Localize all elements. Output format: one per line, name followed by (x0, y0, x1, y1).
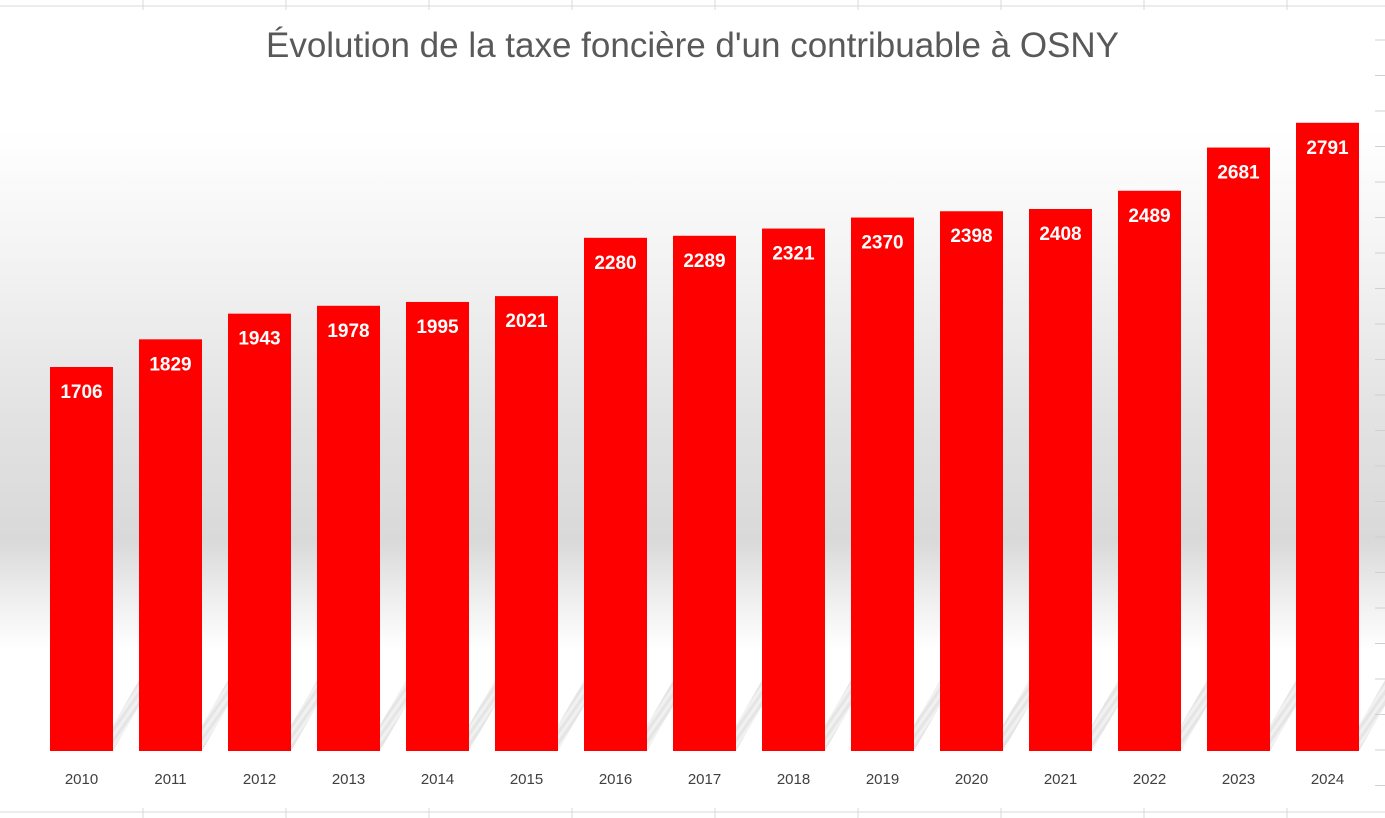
data-label-2020: 2398 (950, 226, 992, 247)
data-label-2015: 2021 (505, 311, 548, 332)
bar-2014 (406, 301, 469, 751)
data-label-2018: 2321 (772, 244, 815, 265)
bar-2012 (228, 313, 291, 751)
x-tick-2020: 2020 (955, 771, 988, 788)
bar-2011 (139, 339, 202, 751)
x-axis-tick-labels: 2010 2011 2012 2013 2014 2015 2016 2017 2018 2019… (65, 771, 1344, 788)
x-tick-2014: 2014 (421, 771, 454, 788)
data-label-2013: 1978 (327, 321, 369, 342)
bar-2020 (940, 211, 1003, 752)
chart-title: Évolution de la taxe foncière d'un contr… (265, 26, 1120, 65)
data-label-2010: 1706 (60, 382, 102, 403)
bar-2010 (50, 367, 113, 751)
bar-2018 (762, 228, 825, 751)
x-tick-2017: 2017 (688, 771, 721, 788)
x-tick-2011: 2011 (154, 771, 186, 788)
data-label-2019: 2370 (861, 233, 903, 254)
bar-2016 (584, 237, 647, 752)
x-tick-2023: 2023 (1222, 771, 1255, 788)
bar-2024 (1296, 122, 1359, 752)
data-label-2014: 1995 (416, 317, 459, 338)
bar-2013 (317, 305, 380, 751)
bar-2023 (1207, 147, 1270, 751)
data-label-2024: 2791 (1306, 138, 1349, 159)
x-tick-2013: 2013 (332, 771, 365, 788)
x-tick-2024: 2024 (1311, 771, 1344, 788)
x-tick-2012: 2012 (243, 771, 276, 788)
data-labels: 1706 1829 1943 1978 1995 2021 2280 2289 2321 2370… (60, 138, 1349, 403)
data-label-2021: 2408 (1039, 224, 1081, 245)
x-tick-2019: 2019 (866, 771, 899, 788)
x-tick-2016: 2016 (599, 771, 632, 788)
bar-2015 (495, 296, 558, 751)
data-label-2011: 1829 (149, 354, 191, 375)
x-tick-2022: 2022 (1133, 771, 1166, 788)
bar-2017 (673, 235, 736, 752)
data-label-2016: 2280 (594, 253, 636, 274)
data-label-2022: 2489 (1128, 206, 1170, 227)
data-label-2012: 1943 (238, 329, 280, 350)
x-tick-2018: 2018 (777, 771, 810, 788)
bar-2019 (851, 217, 914, 752)
bar-2022 (1118, 190, 1181, 752)
bar-2021 (1029, 208, 1092, 752)
x-tick-2015: 2015 (510, 771, 543, 788)
bar-shadows (98, 656, 1385, 751)
bars (50, 122, 1359, 752)
x-tick-2010: 2010 (65, 771, 98, 788)
data-label-2017: 2289 (683, 251, 725, 272)
data-label-2023: 2681 (1217, 163, 1260, 184)
x-tick-2021: 2021 (1044, 771, 1077, 788)
